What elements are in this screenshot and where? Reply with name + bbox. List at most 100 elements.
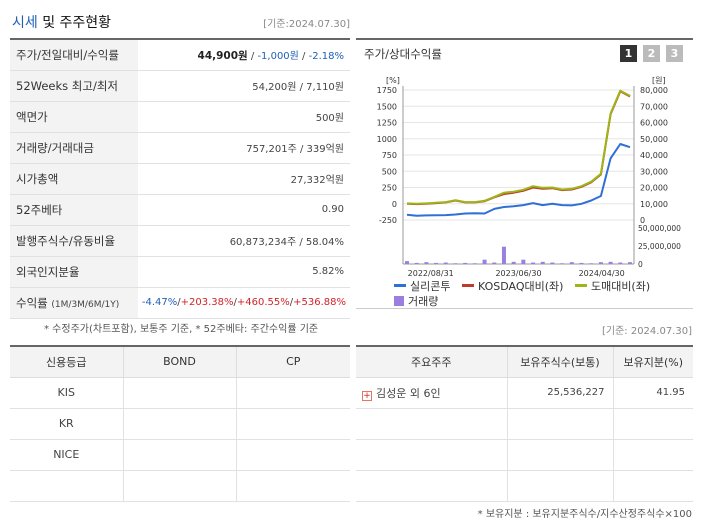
left-tick-label: 1500: [377, 102, 397, 111]
table-cell: [612, 408, 693, 440]
table-cell: [235, 408, 350, 440]
x-tick-label: 2024/04/30: [579, 269, 625, 278]
quote-footnote: * 수정주가(차트포함), 보통주 기준, * 52주베타: 주간수익률 기준: [44, 324, 319, 335]
volume-bar: [521, 259, 526, 264]
return-6m: +460.55%: [236, 297, 290, 308]
chart-tabs: 1 2 3: [620, 45, 683, 62]
legend-item: 도매대비(좌): [574, 278, 650, 293]
quote-value: 44,900원 / -1,000원 / -2.18%: [138, 39, 350, 70]
table-row: [356, 439, 693, 471]
table-row: KR: [10, 408, 350, 440]
quote-row-face: 액면가 500원: [10, 101, 350, 132]
x-tick-label: 2023/06/30: [495, 269, 541, 278]
chart-legend: 실리콘투 KOSDAQ대비(좌) 도매대비(좌) 거래량: [394, 277, 684, 309]
legend-swatch: [574, 284, 587, 287]
table-cell: [612, 470, 693, 502]
legend-item: 실리콘투: [394, 278, 450, 293]
table-row: [356, 470, 693, 502]
quote-label: 외국인지분율: [10, 256, 138, 287]
quote-label: 수익률 (1M/3M/6M/1Y): [10, 287, 138, 318]
chart-title: 주가/상대수익률: [364, 47, 442, 61]
volume-bar: [434, 262, 439, 264]
volume-tick-label: 25,000,000: [638, 242, 681, 251]
shareholders-table: 주요주주 보유주식수(보통) 보유지분(%) + 김성운 외 6인 25,536,…: [356, 345, 693, 502]
table-cell: [122, 377, 236, 409]
quote-value: 60,873,234주 / 58.04%: [229, 237, 344, 248]
table-row: [10, 470, 350, 502]
expand-plus-icon[interactable]: +: [362, 390, 372, 401]
column-header: 보유지분(%): [612, 346, 693, 378]
volume-bar: [492, 262, 497, 264]
volume-bar: [405, 261, 409, 264]
quote-label: 액면가: [10, 101, 138, 132]
legend-label: 실리콘투: [410, 279, 451, 293]
table-cell: [235, 377, 350, 409]
quote-value: 54,200원 / 7,110원: [252, 82, 344, 93]
sep: /: [247, 50, 258, 62]
volume-tick-label: 50,000,000: [638, 224, 681, 233]
volume-bar: [463, 262, 468, 264]
quote-value: 0.90: [321, 204, 344, 215]
chart-tab-2[interactable]: 2: [643, 45, 660, 62]
volume-bar: [414, 262, 419, 264]
volume-bar: [511, 261, 516, 264]
volume-bar: [618, 262, 623, 264]
column-header: 보유주식수(보통): [506, 346, 613, 378]
right-tick-label: 60,000: [640, 119, 668, 128]
chart-tab-1[interactable]: 1: [620, 45, 637, 62]
volume-bar: [579, 262, 584, 264]
holder-name[interactable]: 김성운 외 6인: [376, 386, 441, 400]
volume-bar: [550, 262, 555, 264]
price-chart: [%] [원] 1750 1500 1250 1000 750 500 250 0 -250 80,0…: [377, 76, 682, 278]
volume-tick-label: 0: [638, 260, 643, 269]
volume-bar: [531, 262, 536, 264]
volume-bar: [472, 263, 477, 264]
left-tick-label: 500: [382, 167, 397, 176]
table-cell: [122, 470, 236, 502]
price: 44,900원: [197, 49, 248, 62]
left-tick-label: -250: [379, 216, 397, 225]
left-tick-label: 250: [382, 184, 397, 193]
holders-footnote: * 보유지분 : 보유지분주식수/지수산정주식수×100: [477, 509, 692, 520]
change-pct: -2.18%: [308, 50, 344, 62]
table-cell: [122, 439, 236, 471]
chart-tab-3[interactable]: 3: [666, 45, 683, 62]
right-tick-label: 20,000: [640, 184, 668, 193]
quote-row-shares: 발행주식수/유동비율 60,873,234주 / 58.04%: [10, 225, 350, 256]
quote-label: 거래량/거래대금: [10, 132, 138, 163]
quote-table: 주가/전일대비/수익률 44,900원 / -1,000원 / -2.18% 5…: [10, 38, 350, 319]
legend-label: 거래량: [408, 294, 439, 308]
quote-value: 27,332억원: [290, 175, 344, 186]
quote-row-52wk: 52Weeks 최고/최저 54,200원 / 7,110원: [10, 70, 350, 101]
volume-bar: [424, 262, 429, 264]
column-header: 신용등급: [10, 346, 123, 378]
right-axis-unit: [원]: [652, 76, 666, 85]
quote-label: 발행주식수/유동비율: [10, 225, 138, 256]
right-tick-label: 30,000: [640, 167, 668, 176]
table-row: [356, 408, 693, 440]
legend-swatch: [394, 284, 406, 287]
return-period: (1M/3M/6M/1Y): [51, 299, 120, 310]
right-tick-label: 40,000: [640, 151, 668, 160]
left-tick-label: 0: [392, 200, 397, 209]
quote-label: 52Weeks 최고/최저: [10, 70, 138, 101]
table-cell: [356, 408, 507, 440]
volume-bar: [598, 262, 603, 264]
column-header: BOND: [122, 346, 236, 378]
volume-bar: [540, 261, 545, 264]
legend-label: KOSDAQ대비(좌): [477, 279, 564, 293]
quote-row-beta: 52주베타 0.90: [10, 194, 350, 225]
chart-panel: 주가/상대수익률 1 2 3 [%] [원] 1750 1500 1250 1000 750…: [356, 38, 693, 309]
credit-rating-table: 신용등급 BOND CP KIS KR NICE: [10, 345, 350, 502]
table-cell: KR: [10, 408, 123, 440]
column-header: CP: [235, 346, 350, 378]
sep: /: [298, 50, 309, 62]
right-tick-label: 80,000: [640, 86, 668, 95]
table-row: + 김성운 외 6인 25,536,227 41.95: [356, 377, 693, 409]
series-line: [406, 143, 631, 217]
quote-label: 52주베타: [10, 194, 138, 225]
volume-bar: [560, 263, 565, 264]
sep: /: [289, 297, 294, 308]
volume-bar: [501, 246, 506, 264]
quote-value: 500원: [315, 113, 344, 124]
